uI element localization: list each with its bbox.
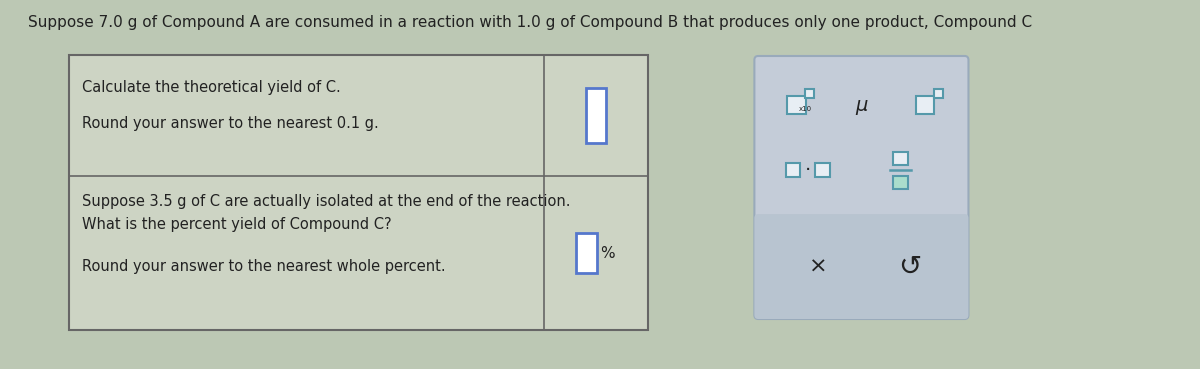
Text: Round your answer to the nearest 0.1 g.: Round your answer to the nearest 0.1 g. <box>82 115 378 131</box>
Bar <box>916 96 935 114</box>
Bar <box>586 88 606 143</box>
Bar <box>934 89 943 97</box>
Bar <box>576 233 596 273</box>
Text: ×: × <box>809 256 827 276</box>
Bar <box>893 152 908 165</box>
FancyBboxPatch shape <box>755 56 968 319</box>
FancyBboxPatch shape <box>755 214 968 319</box>
Text: μ: μ <box>856 96 868 114</box>
Text: ↺: ↺ <box>898 252 922 280</box>
Text: x10: x10 <box>798 106 811 112</box>
Bar <box>786 163 800 177</box>
Text: ·: · <box>804 161 811 179</box>
Bar <box>805 89 814 97</box>
Text: What is the percent yield of Compound C?: What is the percent yield of Compound C? <box>82 217 391 231</box>
Text: %: % <box>600 245 614 261</box>
Text: Calculate the theoretical yield of C.: Calculate the theoretical yield of C. <box>82 79 341 94</box>
Bar <box>893 176 908 189</box>
Text: Suppose 7.0 g of Compound A are consumed in a reaction with 1.0 g of Compound B : Suppose 7.0 g of Compound A are consumed… <box>28 14 1032 30</box>
Bar <box>68 55 648 330</box>
Bar <box>815 163 829 177</box>
Bar <box>787 96 806 114</box>
Text: Round your answer to the nearest whole percent.: Round your answer to the nearest whole p… <box>82 259 445 273</box>
Text: Suppose 3.5 g of C are actually isolated at the end of the reaction.: Suppose 3.5 g of C are actually isolated… <box>82 193 570 208</box>
